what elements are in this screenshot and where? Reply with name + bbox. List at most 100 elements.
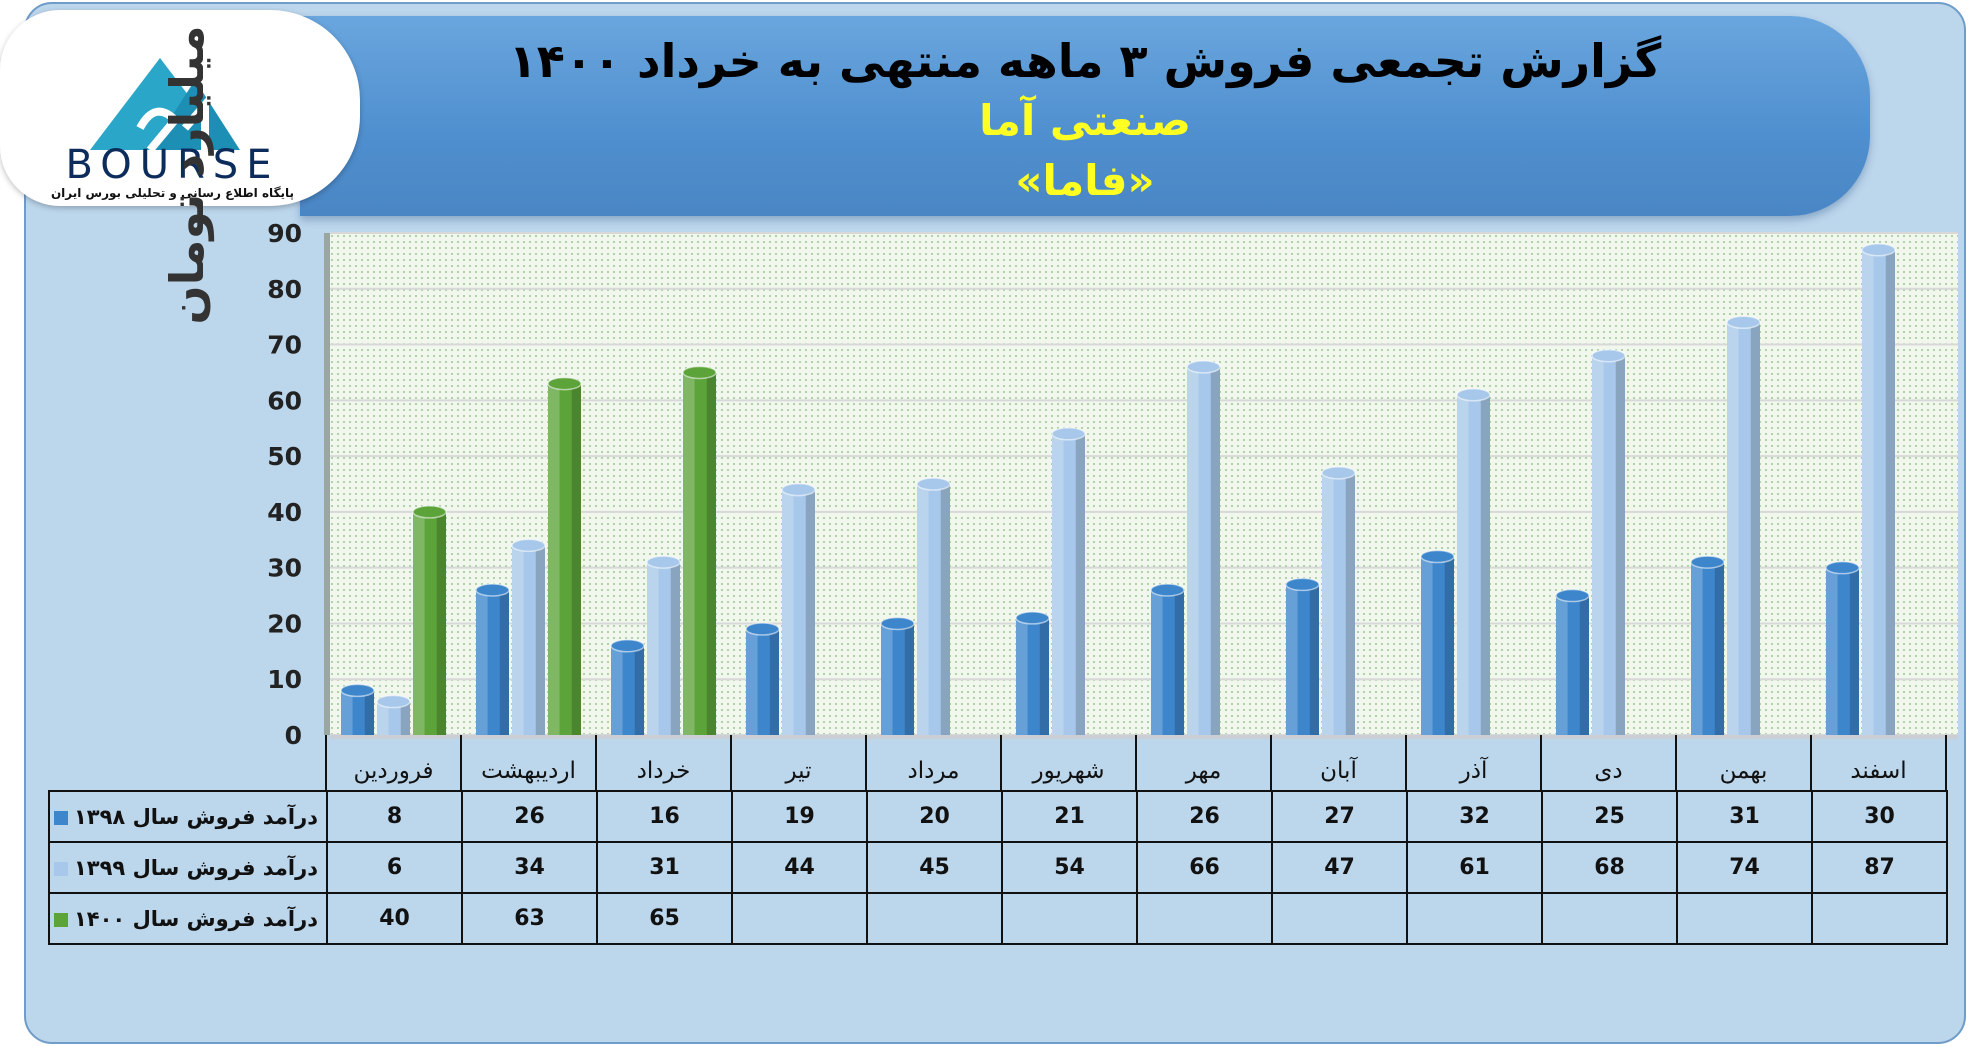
y-tick-label: 30 [267, 554, 302, 583]
x-tick-label: آذر [1459, 756, 1489, 784]
x-tick-label: مرداد [908, 758, 960, 784]
bar-1-2 [475, 583, 510, 735]
table-cell: 54 [1001, 841, 1138, 894]
y-tick-label: 10 [267, 665, 302, 694]
table-cell: 20 [866, 790, 1003, 843]
table-cell: 19 [731, 790, 868, 843]
series-name: درآمد فروش سال ۱۳۹۸ [73, 804, 318, 829]
x-tick-label: بهمن [1720, 758, 1768, 784]
bar-1-4 [745, 622, 780, 735]
bar-3-2 [547, 376, 582, 735]
table-cell [1001, 892, 1138, 945]
table-cell: 25 [1541, 790, 1678, 843]
bar-1-8 [1285, 577, 1320, 735]
x-tick-label: خرداد [637, 758, 691, 784]
y-tick-label: 70 [267, 331, 302, 360]
bar-1-12 [1825, 560, 1860, 735]
table-cell [1811, 892, 1948, 945]
y-tick-label: 80 [267, 275, 302, 304]
table-cell: 21 [1001, 790, 1138, 843]
table-cell: 61 [1406, 841, 1543, 894]
table-cell: 40 [326, 892, 463, 945]
bar-2-6 [1051, 427, 1086, 735]
x-tick-label: فروردین [353, 758, 433, 784]
series-legend-cell: درآمد فروش سال ۱۳۹۸ [48, 790, 328, 843]
legend-swatch-icon [53, 861, 68, 876]
table-cell [1136, 892, 1273, 945]
table-cell: 27 [1271, 790, 1408, 843]
table-cell [1676, 892, 1813, 945]
bar-2-8 [1321, 466, 1356, 735]
table-cell: 30 [1811, 790, 1948, 843]
x-tick-label: شهریور [1032, 758, 1105, 784]
logo-tagline: پایگاه اطلاع رسانی و تحلیلی بورس ایران [50, 186, 295, 200]
series-name: درآمد فروش سال ۱۳۹۹ [73, 855, 318, 880]
bar-2-3 [646, 555, 681, 735]
bar-2-7 [1186, 360, 1221, 735]
y-tick-label: 60 [267, 386, 302, 415]
table-cell [731, 892, 868, 945]
bar-1-6 [1015, 611, 1050, 735]
x-tick-label: اسفند [1850, 758, 1906, 784]
x-tick-label: دی [1594, 758, 1622, 784]
table-cell: 44 [731, 841, 868, 894]
logo-emblem-icon [90, 58, 240, 153]
bar-3-1 [412, 505, 447, 735]
bar-2-9 [1456, 388, 1491, 735]
table-cell: 68 [1541, 841, 1678, 894]
y-tick-label: 50 [267, 442, 302, 471]
table-cell: 16 [596, 790, 733, 843]
bar-1-7 [1150, 583, 1185, 735]
series-legend-cell: درآمد فروش سال ۱۴۰۰ [48, 892, 328, 945]
bar-1-5 [880, 616, 915, 735]
legend-swatch-icon [53, 912, 68, 927]
bar-2-10 [1591, 348, 1626, 735]
bourse-logo: BOURSE پایگاه اطلاع رسانی و تحلیلی بورس … [0, 10, 360, 206]
bar-2-11 [1726, 315, 1761, 735]
x-axis-line [330, 735, 1958, 739]
bar-2-5 [916, 477, 951, 735]
table-cell: 87 [1811, 841, 1948, 894]
table-row: درآمد فروش سال ۱۴۰۰ 40 63 65 [48, 892, 1948, 945]
table-cell: 66 [1136, 841, 1273, 894]
x-tick-label: اردیبهشت [481, 758, 576, 784]
table-cell: 26 [1136, 790, 1273, 843]
bar-1-3 [610, 639, 645, 735]
series-legend-cell: درآمد فروش سال ۱۳۹۹ [48, 841, 328, 894]
bar-1-10 [1555, 588, 1590, 735]
company-ticker: «فاما» [1015, 156, 1155, 205]
y-tick-label: 40 [267, 498, 302, 527]
table-cell: 8 [326, 790, 463, 843]
x-tick-label: آبان [1320, 756, 1358, 784]
bar-1-11 [1690, 555, 1725, 735]
x-tick-label: تیر [784, 758, 811, 784]
table-cell: 74 [1676, 841, 1813, 894]
table-cell: 31 [596, 841, 733, 894]
table-row: درآمد فروش سال ۱۳۹۸ 8 26 16 19 20 21 26 27 32 25 31… [48, 790, 1948, 843]
y-tick-label: 20 [267, 609, 302, 638]
y-axis-line [324, 233, 330, 735]
data-table: درآمد فروش سال ۱۳۹۸ 8 26 16 19 20 21 26 27 32 25 31… [48, 790, 1948, 945]
bar-1-9 [1420, 549, 1455, 735]
series-name: درآمد فروش سال ۱۴۰۰ [73, 906, 318, 931]
bar-2-1 [376, 694, 411, 735]
table-cell [1271, 892, 1408, 945]
plot-area [330, 233, 1958, 735]
table-cell: 65 [596, 892, 733, 945]
table-row: درآمد فروش سال ۱۳۹۹ 6 34 31 44 45 54 66 47 61 68 74… [48, 841, 1948, 894]
y-axis-label: میلیارد تومان [160, 25, 214, 325]
bar-1-1 [340, 683, 375, 735]
y-tick-label: 90 [267, 219, 302, 248]
chart-subtitle: صنعتی آما [979, 96, 1191, 145]
x-tick-label: مهر [1185, 758, 1222, 784]
legend-swatch-icon [53, 810, 68, 825]
table-cell [1541, 892, 1678, 945]
logo-wordmark: BOURSE [65, 142, 280, 188]
chart-title: گزارش تجمعی فروش ۳ ماهه منتهی به خرداد ۱… [508, 34, 1662, 88]
title-banner: گزارش تجمعی فروش ۳ ماهه منتهی به خرداد ۱… [300, 16, 1870, 216]
table-cell: 32 [1406, 790, 1543, 843]
table-cell: 47 [1271, 841, 1408, 894]
table-cell: 26 [461, 790, 598, 843]
bar-2-4 [781, 482, 816, 735]
